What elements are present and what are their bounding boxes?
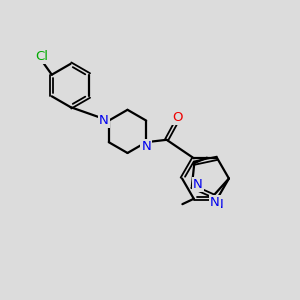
Text: N: N [214, 198, 223, 211]
Text: N: N [141, 140, 151, 154]
Text: N: N [99, 114, 109, 127]
Text: O: O [172, 111, 182, 124]
Text: N: N [210, 196, 220, 209]
Text: N: N [193, 178, 203, 191]
Text: Cl: Cl [35, 50, 48, 63]
